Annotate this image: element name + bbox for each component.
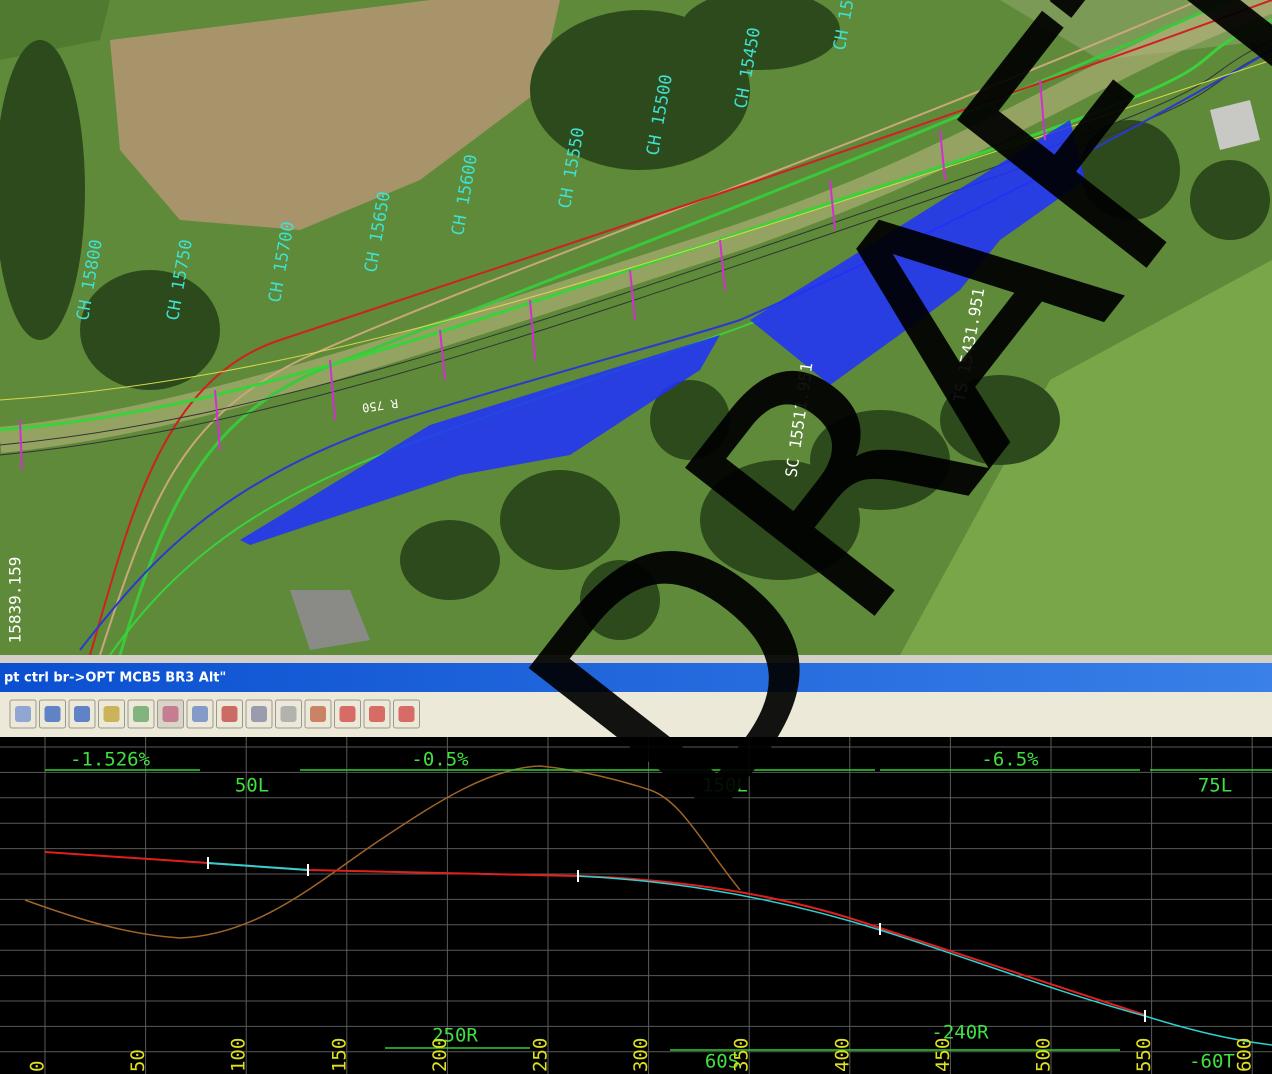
chainage-ticks (19, 79, 1046, 471)
field (900, 260, 1272, 655)
toolbar-icon (74, 706, 90, 722)
chainage-axis-label: 500 (1033, 1038, 1055, 1072)
point-label: 15839.159 (6, 557, 25, 644)
toolbar-icon (280, 706, 297, 722)
horizontal-curve-label: -60T (1189, 1051, 1235, 1073)
toolbar-icon (398, 706, 415, 722)
toolbar-icon (162, 706, 179, 722)
field (110, 0, 560, 230)
chainage-axis-label: 400 (831, 1038, 853, 1072)
toolbar-icon (133, 706, 149, 722)
chainage-axis-label: 200 (429, 1038, 451, 1072)
toolbar-icon (192, 706, 208, 722)
field (0, 0, 110, 60)
chainage-axis-label: 600 (1234, 1038, 1256, 1072)
chainage-axis-label: 100 (228, 1038, 250, 1072)
title-bar (0, 663, 1272, 692)
chainage-axis-label: 450 (932, 1038, 954, 1072)
toolbar-icon (221, 706, 238, 722)
window-title: pt ctrl br->OPT MCB5 BR3 Alt" (4, 671, 226, 686)
horizontal-curve-label: -240R (931, 1022, 989, 1044)
toolbar-icon (103, 706, 120, 722)
vertical-curve-label: 50L (235, 775, 269, 797)
toolbar-icon (369, 706, 385, 722)
curve-radius: R 750 (361, 396, 399, 415)
grade-label: -6.5% (981, 749, 1039, 771)
vertical-curve-label: 75L (1198, 775, 1232, 797)
vertical-curve-label: 150L (702, 775, 748, 797)
toolbar-icon (44, 706, 61, 722)
horizontal-curve-label: 60S (705, 1051, 739, 1073)
cut-area (240, 335, 720, 545)
toolbar-icon (310, 706, 326, 722)
profile-view (0, 737, 1272, 1074)
building (1210, 100, 1260, 150)
grade-label: -1.526% (70, 749, 151, 771)
profile-lines (24, 765, 1272, 1051)
aerial-map (0, 0, 1272, 656)
toolbar-icon (339, 706, 356, 722)
chainage-axis-label: 300 (630, 1038, 652, 1072)
chainage-axis-label: 550 (1133, 1038, 1155, 1072)
chainage-axis-label: 50 (127, 1049, 149, 1072)
horizontal-curve-label: 250R (432, 1025, 478, 1047)
chainage-axis-label: 150 (328, 1038, 350, 1072)
toolbar-buttons (9, 699, 420, 729)
toolbar-icon (15, 706, 31, 722)
cut-area (750, 120, 1085, 385)
chainage-axis-label: 350 (731, 1038, 753, 1072)
toolbar-icon (251, 706, 267, 722)
splitter (0, 655, 1272, 663)
chainage-axis-label: 250 (530, 1038, 552, 1072)
trees (0, 0, 1270, 640)
profile-grid (0, 737, 1272, 1074)
building (290, 590, 370, 650)
chainage-axis-label: 0 (27, 1061, 49, 1072)
grade-label: -0.5% (411, 749, 469, 771)
